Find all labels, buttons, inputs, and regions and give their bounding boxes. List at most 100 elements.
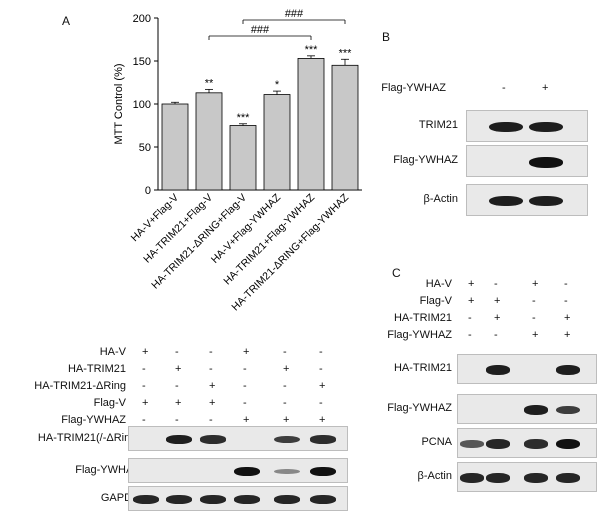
blot-band <box>234 495 260 504</box>
blot-strip <box>457 394 597 424</box>
condition-sign: - <box>243 380 247 392</box>
blot-strip <box>457 462 597 492</box>
condition-sign: + <box>542 82 549 94</box>
bar <box>297 58 325 191</box>
bar <box>263 94 291 191</box>
blot-band <box>133 495 159 504</box>
blot-band <box>489 121 523 133</box>
significance-marker: *** <box>237 112 251 124</box>
condition-sign: - <box>283 346 287 358</box>
blot-band <box>166 495 192 504</box>
condition-sign: - <box>175 414 179 426</box>
condition-sign: - <box>243 397 247 409</box>
condition-sign: - <box>319 363 323 375</box>
condition-label: HA-V <box>99 346 126 358</box>
blot-band <box>274 468 300 475</box>
condition-sign: - <box>532 295 536 307</box>
blot-label: β-Actin <box>417 470 452 482</box>
condition-sign: - <box>319 397 323 409</box>
y-tick-label: 0 <box>145 185 151 197</box>
condition-sign: - <box>175 346 179 358</box>
blot-band <box>460 473 484 483</box>
condition-sign: + <box>319 414 326 426</box>
significance-marker: ** <box>205 77 214 89</box>
condition-sign: + <box>243 414 250 426</box>
blot-strip <box>466 110 588 142</box>
blot-band <box>486 439 510 449</box>
condition-sign: - <box>468 312 472 324</box>
y-tick-label: 200 <box>133 13 151 25</box>
blot-label: HA-TRIM21 <box>393 362 452 374</box>
blot-label: PCNA <box>421 436 452 448</box>
blot-strip <box>128 426 348 451</box>
blot-band <box>486 473 510 483</box>
blot-band <box>556 365 580 375</box>
condition-sign: + <box>175 397 182 409</box>
condition-sign: + <box>494 295 501 307</box>
y-tick-label: 50 <box>139 142 151 154</box>
condition-sign: + <box>494 312 501 324</box>
blot-band <box>529 156 563 168</box>
significance-marker: * <box>275 79 280 91</box>
bar <box>161 103 189 191</box>
significance-marker: *** <box>305 44 319 56</box>
condition-sign: + <box>532 278 539 290</box>
blot-band <box>310 435 336 444</box>
blot-label: Flag-YWHAZ <box>75 463 140 476</box>
blot-band <box>524 405 548 415</box>
condition-sign: + <box>283 363 290 375</box>
blot-band <box>460 440 484 448</box>
condition-sign: - <box>468 329 472 341</box>
condition-label: Flag-YWHAZ <box>387 329 452 341</box>
panel-label-a: A <box>62 14 71 28</box>
condition-sign: - <box>494 278 498 290</box>
condition-sign: - <box>494 329 498 341</box>
condition-sign: - <box>209 363 213 375</box>
y-axis-label: MTT Control (%) <box>113 63 125 144</box>
condition-sign: - <box>142 414 146 426</box>
blot-band <box>556 439 580 449</box>
blot-label: Flag-YWHAZ <box>387 402 452 414</box>
blot-band <box>524 473 548 483</box>
blot-band <box>166 435 192 444</box>
blot-band <box>200 495 226 504</box>
condition-label: HA-TRIM21 <box>67 363 126 375</box>
condition-sign: + <box>283 414 290 426</box>
condition-sign: + <box>468 278 475 290</box>
significance-marker: *** <box>339 47 353 59</box>
blot-band <box>529 121 563 133</box>
condition-sign: + <box>564 329 571 341</box>
condition-sign: + <box>142 346 149 358</box>
condition-sign: - <box>175 380 179 392</box>
blot-label: GAPDH <box>100 491 140 504</box>
bar <box>195 92 223 191</box>
condition-sign: + <box>175 363 182 375</box>
condition-sign: - <box>502 82 506 94</box>
bar <box>229 125 257 191</box>
blot-band <box>556 405 580 415</box>
bar <box>331 64 359 191</box>
blot-band <box>274 435 300 444</box>
y-tick-label: 150 <box>133 56 151 68</box>
condition-sign: - <box>564 295 568 307</box>
condition-sign: + <box>209 397 216 409</box>
condition-sign: - <box>283 397 287 409</box>
condition-sign: - <box>209 414 213 426</box>
blot-strip <box>466 184 588 216</box>
blot-band <box>524 439 548 449</box>
panel-label-b: B <box>382 30 391 44</box>
condition-sign: + <box>468 295 475 307</box>
condition-sign: - <box>243 363 247 375</box>
condition-label: Flag-YWHAZ <box>61 414 126 426</box>
comparison-label: ### <box>285 8 304 20</box>
condition-sign: + <box>532 329 539 341</box>
condition-sign: - <box>142 380 146 392</box>
condition-sign: - <box>319 346 323 358</box>
blot-band <box>556 473 580 483</box>
blot-band <box>200 435 226 444</box>
blot-strip <box>457 428 597 458</box>
blot-strip <box>128 458 348 483</box>
condition-sign: + <box>319 380 326 392</box>
blot-band <box>529 195 563 207</box>
